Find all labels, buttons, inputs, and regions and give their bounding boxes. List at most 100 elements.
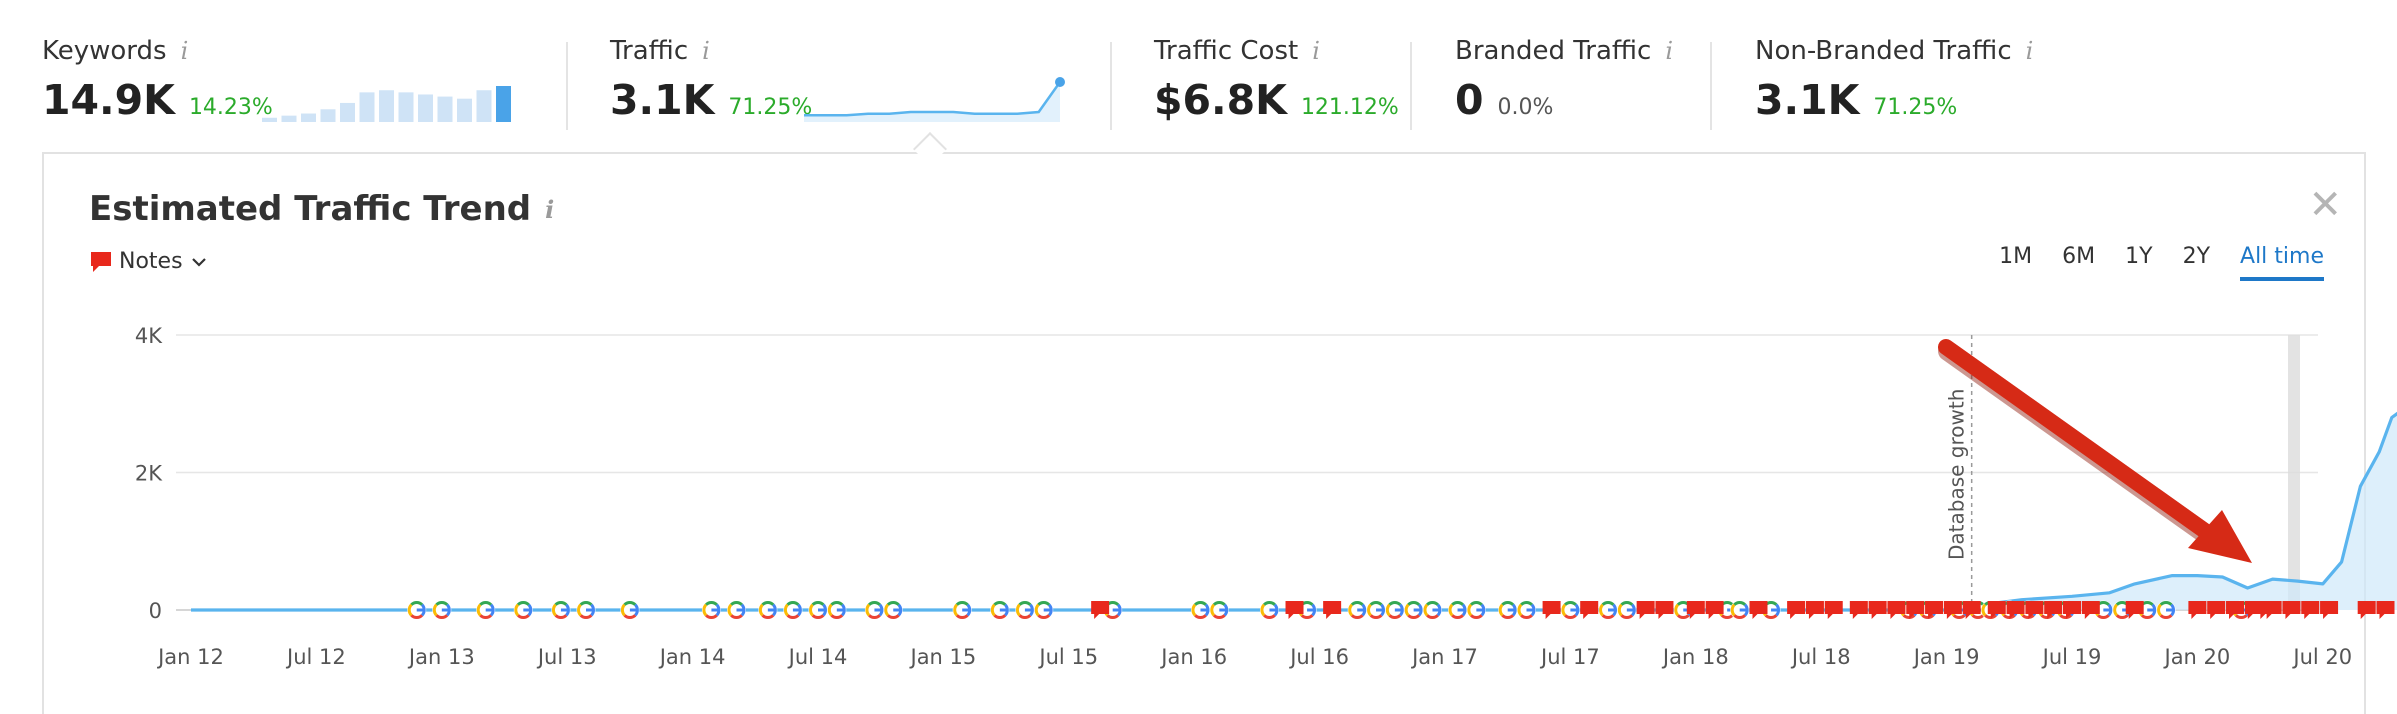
metric-branded-value: 0 bbox=[1455, 76, 1484, 124]
google-icon-arc bbox=[1517, 603, 1523, 617]
metric-keywords-label: Keywords bbox=[42, 36, 167, 66]
keywords-sparkline bbox=[262, 86, 511, 122]
google-icon-arc bbox=[993, 601, 1007, 606]
keyword-sparkline-bar bbox=[418, 94, 433, 122]
info-icon[interactable]: i bbox=[1665, 37, 1674, 65]
google-icon-arc bbox=[1501, 614, 1515, 619]
google-icon-arc bbox=[2159, 601, 2173, 606]
note-flag-icon bbox=[1925, 601, 1944, 619]
google-update-icon bbox=[1015, 600, 1035, 620]
google-icon-arc bbox=[1498, 603, 1504, 617]
note-flag-shape bbox=[2006, 601, 2025, 619]
y-tick-label: 4K bbox=[135, 324, 163, 348]
note-flag-shape bbox=[1285, 601, 1304, 619]
metric-branded-traffic[interactable]: Branded Traffic i 0 0.0% bbox=[1455, 36, 1673, 124]
google-icon-arc bbox=[1564, 601, 1577, 606]
x-tick-label: Jan 18 bbox=[1661, 645, 1729, 669]
google-icon-arc bbox=[1981, 603, 1987, 617]
close-icon[interactable]: ✕ bbox=[2308, 182, 2342, 228]
note-flag-icon bbox=[1749, 601, 1768, 619]
note-flag-shape bbox=[2226, 601, 2245, 619]
google-icon-arc bbox=[410, 614, 424, 619]
google-icon-arc bbox=[1984, 614, 1997, 619]
google-update-icon bbox=[407, 600, 427, 620]
google-update-icon bbox=[576, 600, 596, 620]
info-icon[interactable]: i bbox=[180, 37, 189, 65]
note-flag-shape bbox=[2320, 601, 2339, 619]
metric-non-branded-change: 71.25% bbox=[1873, 95, 1958, 120]
traffic-area bbox=[191, 413, 2397, 610]
divider bbox=[1410, 42, 1412, 130]
google-icon-arc bbox=[407, 603, 413, 617]
google-update-icon bbox=[990, 600, 1010, 620]
tab-6m[interactable]: 6M bbox=[2062, 244, 2096, 269]
note-flag-icon bbox=[1091, 601, 1110, 619]
google-icon-arc bbox=[1561, 603, 1567, 617]
google-icon-arc bbox=[2140, 614, 2154, 619]
google-icon-arc bbox=[516, 601, 530, 606]
google-icon-arc bbox=[990, 603, 996, 617]
google-update-icon bbox=[513, 600, 533, 620]
google-icon-arc bbox=[623, 614, 637, 619]
google-icon-arc bbox=[1733, 601, 1747, 606]
tab-2y[interactable]: 2Y bbox=[2182, 244, 2211, 269]
metric-keywords[interactable]: Keywords i 14.9K 14.23% bbox=[42, 36, 273, 124]
google-icon-arc bbox=[1260, 603, 1266, 617]
google-icon-arc bbox=[955, 614, 969, 619]
note-flag-shape bbox=[1925, 601, 1944, 619]
info-icon[interactable]: i bbox=[2025, 37, 2034, 65]
note-flag-icon bbox=[2357, 601, 2376, 619]
note-flag-icon bbox=[1987, 601, 2006, 619]
google-icon-arc bbox=[620, 603, 626, 617]
note-flag-shape bbox=[1906, 601, 1925, 619]
google-update-icon bbox=[883, 600, 903, 620]
info-icon[interactable]: i bbox=[702, 37, 710, 65]
google-update-icon bbox=[1466, 600, 1486, 620]
google-icon-arc bbox=[1369, 601, 1383, 606]
note-flag-shape bbox=[2063, 601, 2081, 619]
tab-1y[interactable]: 1Y bbox=[2125, 244, 2153, 269]
note-flag-shape bbox=[1887, 601, 1906, 619]
metric-traffic-cost[interactable]: Traffic Cost i $6.8K 121.12% bbox=[1154, 36, 1399, 124]
x-tick-label: Jan 12 bbox=[156, 645, 224, 669]
keyword-sparkline-bar bbox=[320, 109, 336, 122]
traffic-sparkline-point bbox=[1055, 77, 1065, 87]
google-update-icon bbox=[952, 600, 972, 620]
notes-dropdown[interactable]: Notes bbox=[89, 249, 207, 274]
google-icon-arc bbox=[1367, 603, 1372, 617]
info-icon[interactable]: i bbox=[545, 194, 555, 224]
y-tick-label: 0 bbox=[149, 599, 162, 623]
metric-non-branded-traffic[interactable]: Non-Branded Traffic i 3.1K 71.25% bbox=[1755, 36, 2033, 124]
google-icon-arc bbox=[1388, 601, 1402, 606]
note-flag-icon bbox=[2188, 601, 2207, 619]
google-icon-arc bbox=[1194, 601, 1207, 606]
google-update-icon bbox=[1560, 600, 1580, 620]
metric-traffic-cost-label: Traffic Cost bbox=[1154, 36, 1299, 66]
tab-all-time[interactable]: All time bbox=[2240, 244, 2324, 281]
tab-1m[interactable]: 1M bbox=[1999, 244, 2033, 269]
google-icon-arc bbox=[1564, 614, 1577, 619]
google-update-icon bbox=[1366, 600, 1386, 620]
note-flag-shape bbox=[1323, 601, 1342, 619]
google-icon-arc bbox=[1350, 614, 1364, 619]
google-icon-arc bbox=[886, 601, 900, 606]
google-icon-arc bbox=[702, 603, 708, 617]
y-tick-label: 2K bbox=[135, 462, 163, 486]
note-flag-shape bbox=[2125, 601, 2144, 619]
x-tick-label: Jul 12 bbox=[285, 645, 346, 669]
metric-traffic-label: Traffic bbox=[610, 36, 689, 66]
google-update-icon bbox=[1404, 600, 1424, 620]
google-icon-arc bbox=[623, 601, 637, 606]
google-icon-arc bbox=[2234, 614, 2248, 619]
metric-traffic[interactable]: Traffic i 3.1K 71.25% bbox=[610, 36, 812, 124]
google-update-icon bbox=[2156, 600, 2176, 620]
note-flag-icon bbox=[1636, 601, 1655, 619]
google-icon-arc bbox=[2059, 614, 2073, 619]
metric-branded-label: Branded Traffic bbox=[1455, 36, 1652, 66]
info-icon[interactable]: i bbox=[1312, 37, 1320, 65]
annotation-arrow bbox=[1938, 339, 2252, 563]
google-update-icon bbox=[1617, 600, 1637, 620]
google-icon-arc bbox=[577, 603, 582, 617]
divider bbox=[1710, 42, 1712, 130]
note-flag-shape bbox=[2025, 601, 2044, 619]
